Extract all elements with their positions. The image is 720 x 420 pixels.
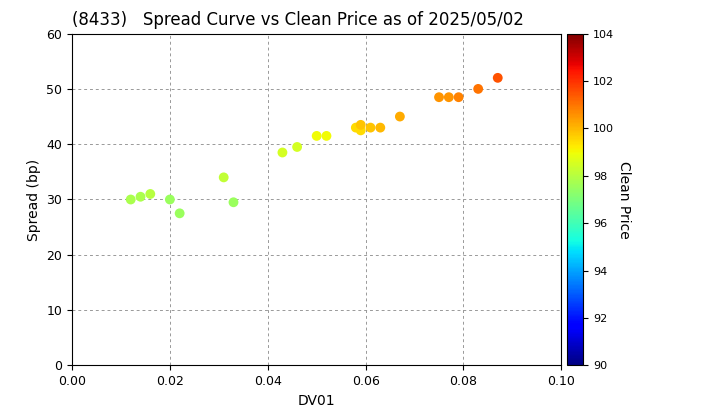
Point (311, 133, 323, 139)
Y-axis label: Clean Price: Clean Price (616, 160, 631, 239)
Point (394, 113, 405, 120)
Point (350, 124, 361, 131)
Point (433, 94, 445, 100)
Point (472, 86, 484, 92)
Point (218, 174, 230, 181)
Point (374, 124, 386, 131)
Point (365, 124, 377, 131)
Point (145, 191, 156, 197)
Point (174, 210, 186, 217)
Text: (8433)   Spread Curve vs Clean Price as of 2025/05/02: (8433) Spread Curve vs Clean Price as of… (72, 11, 524, 29)
Point (355, 127, 366, 134)
Point (453, 94, 464, 100)
Point (443, 94, 454, 100)
Point (292, 144, 303, 150)
Point (135, 193, 146, 200)
Point (125, 196, 137, 203)
Point (276, 149, 288, 156)
Point (492, 74, 503, 81)
Point (164, 196, 176, 203)
Point (228, 199, 239, 206)
Y-axis label: Spread (bp): Spread (bp) (27, 158, 41, 241)
Point (320, 133, 332, 139)
X-axis label: DV01: DV01 (298, 394, 336, 408)
Point (355, 121, 366, 128)
